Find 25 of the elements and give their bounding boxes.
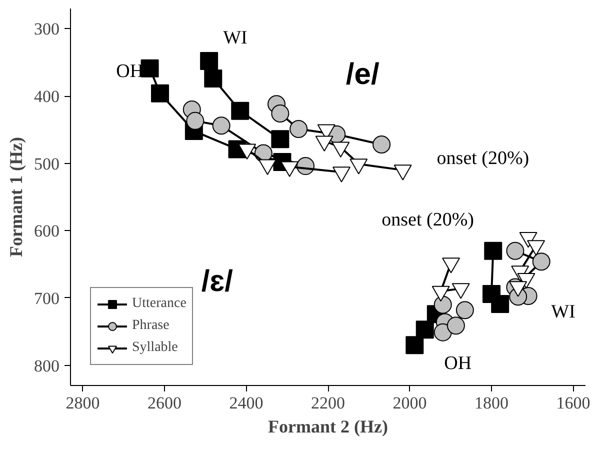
y-tick-label: 300 <box>34 20 60 39</box>
annotation: onset (20%) <box>382 210 474 231</box>
y-tick-label: 500 <box>34 154 60 174</box>
y-tick-label: 700 <box>34 288 60 308</box>
legend-label: Syllable <box>132 340 178 356</box>
y-tick-label: 600 <box>34 222 60 241</box>
x-tick-label: 2000 <box>392 394 427 412</box>
x-tick-label: 2400 <box>229 394 264 412</box>
annotation: /ɛ/ <box>201 264 234 298</box>
annotation: onset (20%) <box>436 148 530 170</box>
x-tick-label: 2600 <box>148 394 182 412</box>
annotation: WI <box>223 27 248 48</box>
legend-label: Phrase <box>132 318 170 334</box>
x-tick-label: 2800 <box>66 394 100 412</box>
legend-label: Utterance <box>132 296 186 312</box>
annotation: /e/ <box>346 58 380 92</box>
annotation: OH <box>444 352 472 374</box>
x-tick-label: 1600 <box>556 394 590 412</box>
x-axis-title: Formant 2 (Hz) <box>268 416 388 436</box>
y-tick-label: 400 <box>34 87 60 106</box>
annotation: WI <box>551 302 576 323</box>
x-tick-label: 2200 <box>311 394 345 412</box>
x-tick-label: 1800 <box>474 394 508 412</box>
y-tick-label: 800 <box>34 356 60 376</box>
y-axis-title: Formant 1 (Hz) <box>6 137 26 257</box>
